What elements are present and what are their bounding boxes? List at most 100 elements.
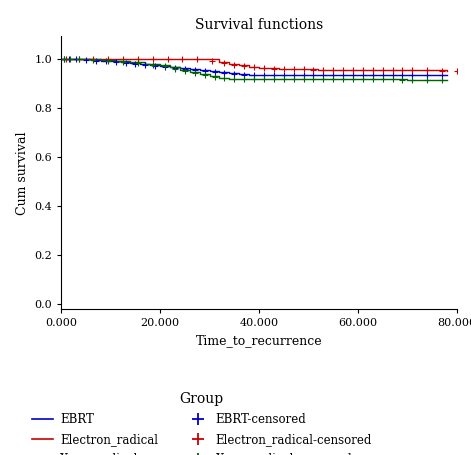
Point bbox=[339, 76, 347, 83]
Point bbox=[409, 67, 416, 74]
Point bbox=[171, 64, 179, 71]
Point bbox=[92, 57, 100, 64]
Point bbox=[300, 66, 308, 73]
Point bbox=[423, 67, 431, 74]
Point bbox=[220, 60, 228, 67]
Point bbox=[398, 71, 406, 79]
Point bbox=[310, 71, 317, 79]
Point bbox=[220, 69, 228, 76]
Point bbox=[439, 76, 446, 83]
Point bbox=[132, 60, 139, 67]
Legend: EBRT, Electron_radical, X-ray_radical, EBRT-censored, Electron_radical-censored,: EBRT, Electron_radical, X-ray_radical, E… bbox=[32, 392, 372, 455]
Point bbox=[369, 71, 377, 79]
Point bbox=[310, 66, 317, 73]
Point bbox=[423, 71, 431, 79]
Point bbox=[369, 76, 377, 83]
Point bbox=[330, 76, 337, 83]
Point bbox=[251, 64, 258, 71]
Point bbox=[191, 66, 199, 73]
Point bbox=[280, 66, 287, 73]
Point bbox=[65, 55, 73, 62]
Point bbox=[240, 62, 248, 70]
Point bbox=[220, 75, 228, 82]
Point bbox=[349, 71, 357, 79]
Point bbox=[379, 66, 387, 74]
Point bbox=[389, 66, 397, 74]
Point bbox=[75, 55, 82, 62]
Point bbox=[280, 71, 287, 79]
Point bbox=[134, 55, 142, 62]
Point bbox=[251, 71, 258, 79]
Point bbox=[231, 76, 238, 83]
Point bbox=[60, 55, 67, 62]
Point bbox=[231, 70, 238, 77]
Point bbox=[409, 71, 416, 79]
X-axis label: Time_to_recurrence: Time_to_recurrence bbox=[196, 334, 322, 347]
Point bbox=[409, 76, 416, 83]
Y-axis label: Cum survival: Cum survival bbox=[16, 131, 29, 215]
Point bbox=[379, 71, 387, 79]
Point bbox=[179, 55, 186, 62]
Point bbox=[62, 55, 70, 62]
Point bbox=[161, 63, 169, 70]
Point bbox=[389, 76, 397, 83]
Point bbox=[240, 71, 248, 78]
Point bbox=[349, 66, 357, 73]
Point bbox=[389, 71, 397, 79]
Point bbox=[260, 65, 268, 72]
Point bbox=[260, 71, 268, 79]
Point bbox=[105, 57, 112, 64]
Point bbox=[280, 76, 287, 83]
Point bbox=[119, 58, 127, 66]
Point bbox=[231, 61, 238, 68]
Point bbox=[398, 66, 406, 74]
Point bbox=[82, 56, 90, 63]
Point bbox=[181, 65, 188, 72]
Point bbox=[320, 71, 327, 79]
Point bbox=[102, 58, 109, 65]
Point bbox=[290, 76, 298, 83]
Point bbox=[122, 59, 129, 66]
Point bbox=[453, 67, 461, 74]
Point bbox=[149, 61, 156, 68]
Point bbox=[152, 62, 159, 69]
Point bbox=[270, 65, 278, 72]
Point bbox=[89, 55, 97, 62]
Point bbox=[201, 71, 208, 79]
Point bbox=[300, 71, 308, 79]
Point bbox=[119, 55, 127, 62]
Point bbox=[201, 67, 208, 74]
Point bbox=[194, 55, 201, 62]
Point bbox=[164, 55, 171, 62]
Point bbox=[330, 66, 337, 73]
Point bbox=[105, 55, 112, 62]
Point bbox=[310, 76, 317, 83]
Point bbox=[141, 61, 149, 68]
Point bbox=[66, 55, 74, 62]
Point bbox=[359, 71, 367, 79]
Point bbox=[181, 67, 188, 75]
Point bbox=[290, 66, 298, 73]
Point bbox=[270, 76, 278, 83]
Point bbox=[73, 56, 80, 63]
Point bbox=[379, 76, 387, 83]
Point bbox=[359, 66, 367, 73]
Point bbox=[339, 71, 347, 79]
Point bbox=[260, 76, 268, 83]
Point bbox=[320, 66, 327, 73]
Point bbox=[349, 76, 357, 83]
Point bbox=[149, 55, 156, 62]
Point bbox=[134, 59, 142, 66]
Point bbox=[211, 68, 219, 75]
Point bbox=[112, 58, 120, 66]
Point bbox=[161, 63, 169, 70]
Title: Survival functions: Survival functions bbox=[195, 19, 323, 32]
Point bbox=[171, 65, 179, 72]
Point bbox=[251, 76, 258, 83]
Point bbox=[270, 71, 278, 79]
Point bbox=[60, 55, 67, 62]
Point bbox=[240, 76, 248, 83]
Point bbox=[191, 70, 199, 77]
Point bbox=[330, 71, 337, 79]
Point bbox=[75, 55, 82, 62]
